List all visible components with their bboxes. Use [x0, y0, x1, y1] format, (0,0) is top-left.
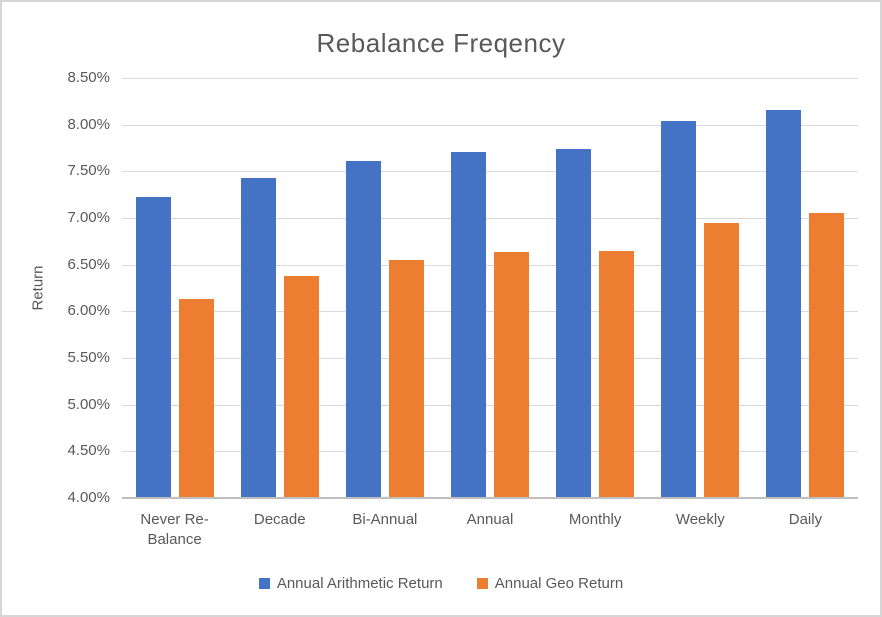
y-tick-label: 5.50% — [67, 349, 110, 366]
y-tick-label: 6.50% — [67, 255, 110, 273]
legend-swatch-icon — [258, 578, 270, 589]
x-tick-label: Weekly — [675, 511, 725, 528]
y-tick-label: 4.50% — [67, 442, 110, 460]
bar-arithmetic-0 — [135, 196, 171, 498]
y-tick-label: 6.00% — [67, 302, 110, 320]
gridline — [122, 171, 858, 173]
x-tick-label: Monthly — [568, 511, 622, 528]
gridline — [122, 358, 858, 359]
bar-arithmetic-3 — [451, 151, 486, 498]
bar-geo-0 — [178, 299, 214, 498]
bar-geo-3 — [494, 251, 529, 498]
x-tick-label: Daily — [788, 511, 823, 528]
plot-area — [122, 78, 858, 499]
bar-geo-5 — [704, 222, 740, 498]
bar-geo-1 — [283, 275, 319, 498]
y-tick-label: 4.00% — [67, 489, 110, 506]
bar-geo-4 — [599, 250, 635, 498]
x-tick-label: Decade — [253, 511, 306, 528]
x-tick-label: Never Re-Balance — [140, 511, 209, 548]
bar-arithmetic-2 — [345, 161, 381, 498]
y-tick-label: 8.00% — [67, 115, 110, 133]
x-tick-label: Bi-Annual — [352, 511, 418, 528]
legend-item: Annual Arithmetic Return — [258, 575, 443, 592]
y-tick-label: 7.50% — [67, 162, 110, 180]
bar-arithmetic-1 — [240, 177, 276, 498]
gridline — [122, 264, 858, 266]
chart-title: Rebalance Freqency — [316, 28, 566, 58]
gridline — [122, 451, 858, 453]
gridline — [122, 311, 858, 313]
legend-label: Annual Arithmetic Return — [276, 575, 443, 592]
gridline — [122, 78, 858, 79]
x-axis-line — [122, 497, 858, 499]
bar-arithmetic-5 — [661, 120, 697, 498]
gridline — [122, 404, 858, 406]
bar-arithmetic-4 — [556, 148, 592, 498]
y-tick-label: 8.50% — [67, 69, 110, 86]
bar-geo-6 — [809, 213, 845, 498]
y-tick-label: 7.00% — [67, 209, 110, 226]
legend-item: Annual Geo Return — [476, 575, 624, 592]
gridline — [122, 124, 858, 126]
gridline — [122, 218, 858, 219]
x-tick-label: Annual — [466, 511, 514, 528]
y-tick-label: 5.00% — [67, 395, 110, 413]
legend: Annual Arithmetic Return Annual Geo Retur… — [2, 575, 880, 592]
legend-swatch-icon — [476, 578, 488, 589]
legend-label: Annual Geo Return — [494, 575, 624, 592]
bar-arithmetic-6 — [766, 109, 802, 498]
bar-geo-2 — [388, 260, 424, 498]
